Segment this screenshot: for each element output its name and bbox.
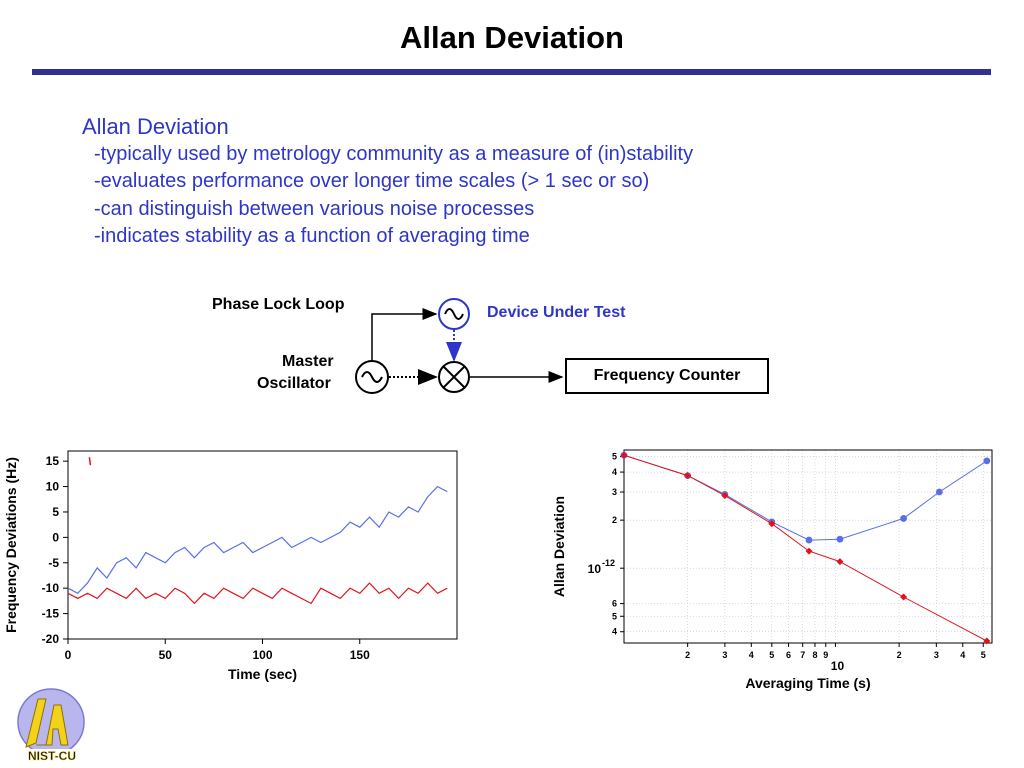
y-tick-label: 6 — [612, 599, 617, 609]
nist-cu-logo: NIST-CU — [12, 688, 92, 763]
data-point-red — [684, 472, 692, 480]
y-tick-label: -15 — [42, 607, 60, 621]
master-oscillator-symbol — [355, 360, 389, 394]
slide-title: Allan Deviation — [400, 20, 624, 55]
x-tick-label: 6 — [786, 650, 791, 660]
data-point-red — [983, 637, 991, 645]
y-tick-label: 0 — [52, 530, 59, 544]
frequency-counter-box: Frequency Counter — [565, 358, 769, 394]
y-tick-label: 5 — [52, 505, 59, 519]
data-point-blue — [836, 535, 844, 543]
data-point-blue — [900, 515, 907, 522]
plot-frame — [67, 450, 458, 640]
red-stray-mark — [88, 457, 92, 466]
x-tick-label: 3 — [722, 650, 727, 660]
y-tick-label: 5 — [612, 611, 617, 621]
y-tick-label: 4 — [612, 467, 617, 477]
x-tick-label: 100 — [252, 648, 272, 662]
pll-path-line — [371, 308, 438, 361]
x-tick-label: 4 — [749, 650, 754, 660]
plot-frame — [623, 449, 993, 644]
x-tick-label: 2 — [685, 650, 690, 660]
bullet-item: -indicates stability as a function of av… — [94, 225, 530, 247]
y-decade-label: 10 — [588, 562, 602, 576]
bullet-item: -evaluates performance over longer time … — [94, 170, 650, 192]
y-tick-label: 10 — [46, 480, 60, 494]
data-point-red — [900, 593, 908, 601]
bullet-list: Allan Deviation -typically used by metro… — [82, 113, 693, 251]
x-tick-label: 9 — [823, 650, 828, 660]
master-label-line2: Oscillator — [257, 375, 331, 392]
data-point-red — [805, 547, 813, 555]
y-axis-label: Frequency Deviations (Hz) — [3, 457, 19, 633]
series-line-blue — [67, 485, 448, 595]
dut-oscillator-symbol — [438, 298, 470, 330]
logo-text: NIST-CU — [28, 749, 76, 763]
y-axis-label: Allan Deviation — [551, 496, 567, 597]
bullet-heading: Allan Deviation — [82, 114, 229, 139]
data-point-blue — [935, 488, 943, 496]
title-rule — [32, 69, 991, 75]
y-tick-label: -10 — [42, 581, 60, 595]
y-tick-label: 4 — [612, 627, 617, 637]
x-tick-label: 4 — [960, 650, 965, 660]
x-tick-label: 3 — [934, 650, 939, 660]
x-tick-label: 8 — [812, 650, 817, 660]
x-tick-label: 5 — [769, 650, 774, 660]
bullet-item: -can distinguish between various noise p… — [94, 197, 535, 220]
y-tick-label: -5 — [48, 556, 59, 570]
x-axis-label: Time (sec) — [228, 666, 297, 682]
master-label-line1: Master — [282, 353, 334, 370]
mixer-symbol — [438, 361, 470, 393]
data-point-red — [836, 558, 844, 566]
series-line-red — [67, 582, 448, 605]
series-line-blue — [623, 454, 988, 541]
x-axis-label: Averaging Time (s) — [745, 675, 870, 691]
dut-label: Device Under Test — [487, 304, 626, 321]
data-point-red — [768, 520, 776, 528]
y-tick-label: -20 — [42, 632, 60, 646]
y-decade-exponent: -12 — [602, 558, 615, 568]
x-decade-label: 10 — [831, 659, 845, 673]
y-tick-label: 5 — [612, 452, 617, 462]
data-point-blue — [983, 457, 991, 465]
x-tick-label: 0 — [65, 648, 72, 662]
x-tick-label: 50 — [159, 648, 173, 662]
x-tick-label: 5 — [981, 650, 986, 660]
data-point-red — [620, 451, 628, 459]
x-tick-label: 7 — [800, 650, 805, 660]
x-tick-label: 2 — [897, 650, 902, 660]
frequency-counter-label: Frequency Counter — [593, 367, 741, 384]
pll-label: Phase Lock Loop — [212, 296, 345, 313]
x-tick-label: 150 — [350, 648, 370, 662]
y-tick-label: 2 — [612, 515, 617, 525]
y-tick-label: 3 — [612, 487, 617, 497]
bullet-item: -typically used by metrology community a… — [94, 142, 694, 165]
data-point-blue — [805, 536, 813, 544]
y-tick-label: 15 — [46, 454, 60, 468]
series-line-red — [623, 454, 988, 642]
data-point-red — [721, 492, 729, 500]
